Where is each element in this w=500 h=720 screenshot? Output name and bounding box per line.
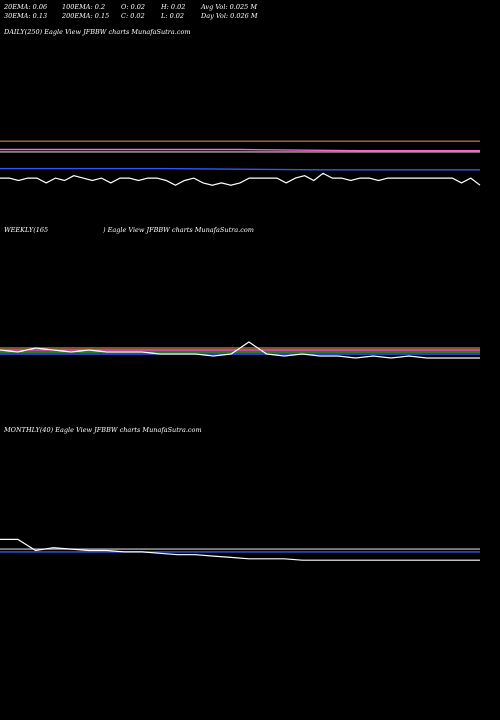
monthly-series-2: [0, 538, 480, 561]
daily-panel: [0, 140, 481, 186]
ema30-stat: 30EMA: 0.13: [4, 12, 48, 20]
ema200-stat: 200EMA: 0.15: [62, 12, 110, 20]
ema20-stat: 20EMA: 0.06: [4, 3, 48, 11]
daily-series-3: [0, 167, 480, 171]
daily-series-4: [0, 172, 481, 186]
monthly-panel: [0, 538, 480, 561]
weekly-series-4: [0, 341, 480, 359]
monthly-panel-label: MONTHLY(40) Eagle View JFBBW charts Muna…: [4, 426, 202, 434]
daily-series-1: [0, 148, 480, 152]
weekly-panel-label: WEEKLY(165: [4, 226, 49, 234]
weekly-panel: [0, 341, 480, 359]
ema100-stat: 100EMA: 0.2: [62, 3, 106, 11]
day-vol-stat: Day Vol: 0.026 M: [201, 12, 258, 20]
high-stat: H: 0.02: [161, 3, 186, 11]
avg-vol-stat: Avg Vol: 0.025 M: [201, 3, 258, 11]
open-stat: O: 0.02: [121, 3, 146, 11]
weekly-panel-label-suffix: ) Eagle View JFBBW charts MunafaSutra.co…: [103, 226, 254, 234]
daily-panel-label: DAILY(250) Eagle View JFBBW charts Munaf…: [4, 28, 191, 36]
low-stat: L: 0.02: [161, 12, 185, 20]
close-stat: C: 0.02: [121, 12, 145, 20]
